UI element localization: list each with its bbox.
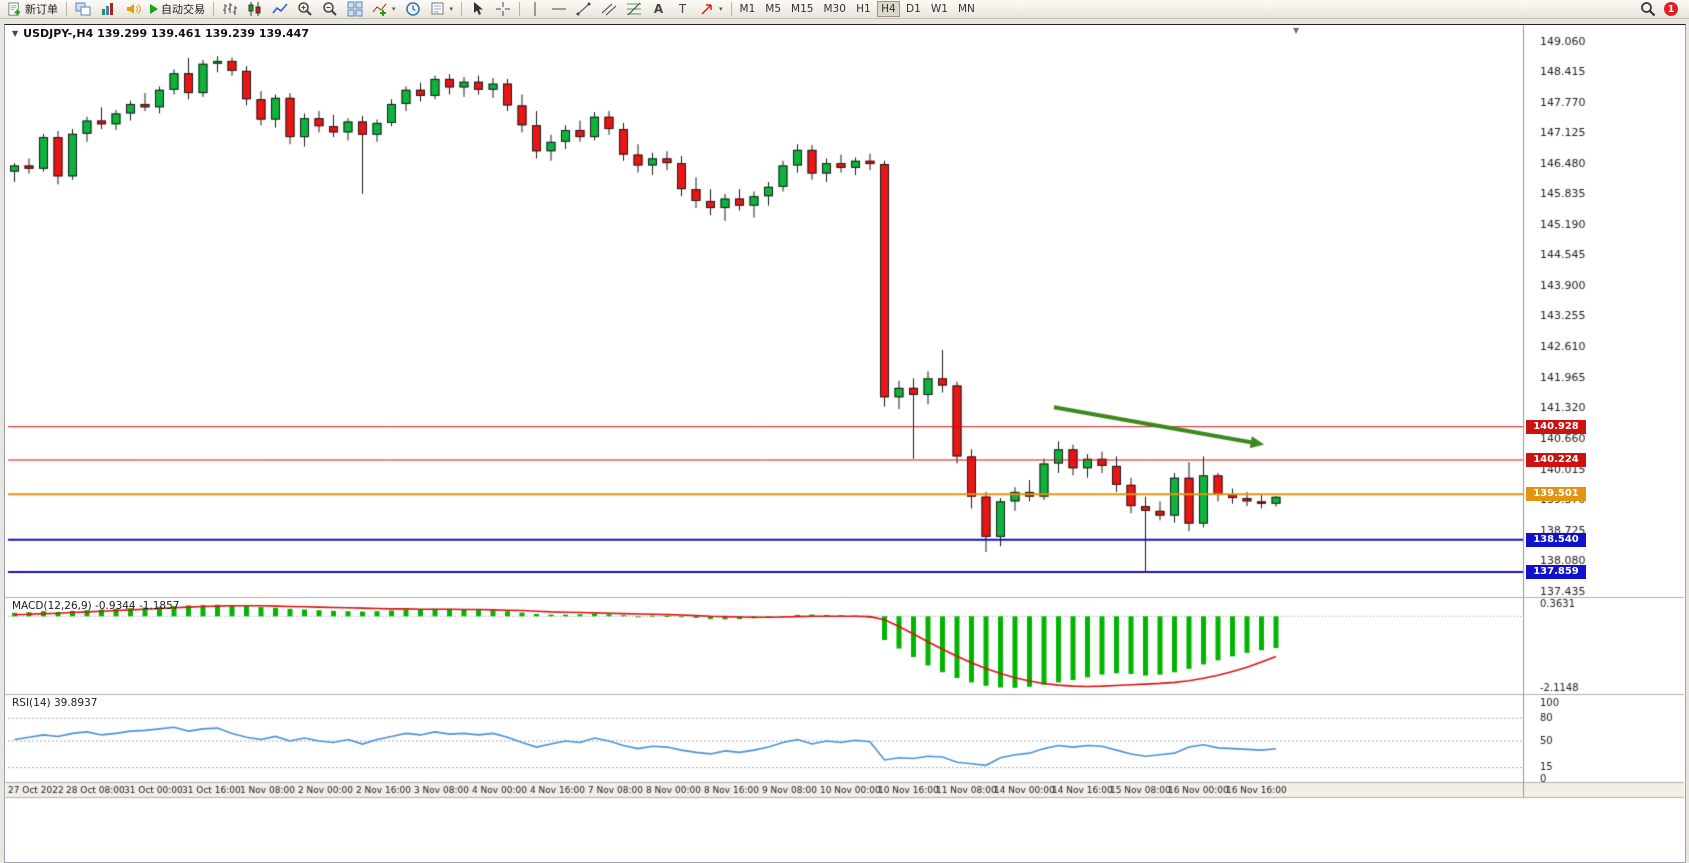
candlestick-chart-icon [248, 2, 261, 16]
trendline-icon [576, 2, 591, 16]
timeframe-D1[interactable]: D1 [902, 1, 925, 17]
candlestick-chart-button[interactable] [243, 1, 267, 18]
arrows-button[interactable]: ▾ [695, 1, 727, 18]
indicators-button[interactable]: ▾ [368, 1, 400, 18]
timeframe-group: M1 M5 M15 M30 H1 H4 D1 W1 MN [736, 1, 979, 17]
zoom-in-button[interactable] [293, 1, 317, 18]
horizontal-line-icon [552, 8, 567, 10]
alerts-icon [127, 4, 141, 14]
fibonacci-button[interactable] [622, 1, 646, 18]
clock-icon [405, 2, 420, 16]
templates-icon [431, 2, 444, 15]
timeframe-M15[interactable]: M15 [787, 1, 817, 17]
text-icon: A [653, 2, 664, 16]
alerts-button[interactable] [121, 1, 145, 18]
zoom-in-icon [298, 2, 312, 16]
dropdown-chevron-icon: ▾ [392, 5, 396, 13]
dropdown-chevron-icon: ▾ [719, 5, 723, 13]
timeframe-H1[interactable]: H1 [852, 1, 875, 17]
cursor-icon [474, 2, 484, 15]
clock-button[interactable] [401, 1, 425, 18]
tile-windows-icon [347, 1, 363, 17]
zoom-out-button[interactable] [318, 1, 342, 18]
toolbar-separator [461, 2, 463, 16]
auto-trading-play-icon [150, 4, 158, 14]
arrows-icon [701, 4, 712, 15]
notification-badge[interactable]: 1 [1664, 2, 1678, 16]
toolbar-separator [66, 2, 67, 16]
auto-trading-button[interactable]: 自动交易 [146, 1, 209, 18]
cursor-button[interactable] [466, 1, 490, 18]
timeframe-M30[interactable]: M30 [819, 1, 849, 17]
horizontal-line-button[interactable] [547, 1, 571, 18]
text-label-button[interactable]: T [671, 1, 694, 18]
dropdown-chevron-icon: ▾ [449, 5, 454, 13]
market-watch-button[interactable] [96, 1, 120, 18]
timeframe-H4[interactable]: H4 [876, 1, 900, 17]
text-label-icon: T [678, 2, 687, 16]
vertical-line-icon [534, 2, 536, 16]
zoom-out-icon [323, 2, 337, 16]
equidistant-channel-icon [601, 3, 617, 16]
timeframe-M1[interactable]: M1 [736, 1, 760, 17]
crosshair-icon [496, 2, 511, 16]
market-watch-icon [102, 3, 113, 15]
text-button[interactable]: A [647, 1, 670, 18]
tile-windows-button[interactable] [343, 1, 367, 18]
bar-chart-button[interactable] [218, 1, 242, 18]
new-order-button[interactable]: 新订单 [3, 1, 62, 18]
timeframe-M5[interactable]: M5 [761, 1, 785, 17]
toolbar-separator [213, 2, 214, 16]
vertical-line-button[interactable] [524, 1, 546, 18]
search-icon[interactable] [1640, 1, 1656, 17]
timeframe-MN[interactable]: MN [954, 1, 979, 17]
toolbar-separator [730, 2, 732, 16]
toolbar-right-group: 1 [1640, 1, 1686, 17]
toolbar: 新订单 自动交易 ▾ ▾ [0, 0, 1689, 19]
new-order-label: 新订单 [25, 3, 58, 16]
trendline-button[interactable] [572, 1, 596, 18]
new-order-icon [8, 1, 21, 16]
auto-trading-label: 自动交易 [161, 3, 205, 16]
toolbar-separator [519, 2, 521, 16]
line-chart-icon [272, 3, 288, 14]
line-chart-button[interactable] [268, 1, 292, 18]
fibonacci-icon [627, 2, 642, 16]
equidistant-channel-button[interactable] [597, 1, 621, 18]
crosshair-button[interactable] [491, 1, 515, 18]
charts-icon [75, 2, 91, 16]
timeframe-W1[interactable]: W1 [927, 1, 952, 17]
charts-button[interactable] [71, 1, 95, 18]
indicators-icon [372, 3, 387, 16]
bar-chart-icon [223, 3, 237, 15]
templates-button[interactable]: ▾ [426, 1, 458, 18]
